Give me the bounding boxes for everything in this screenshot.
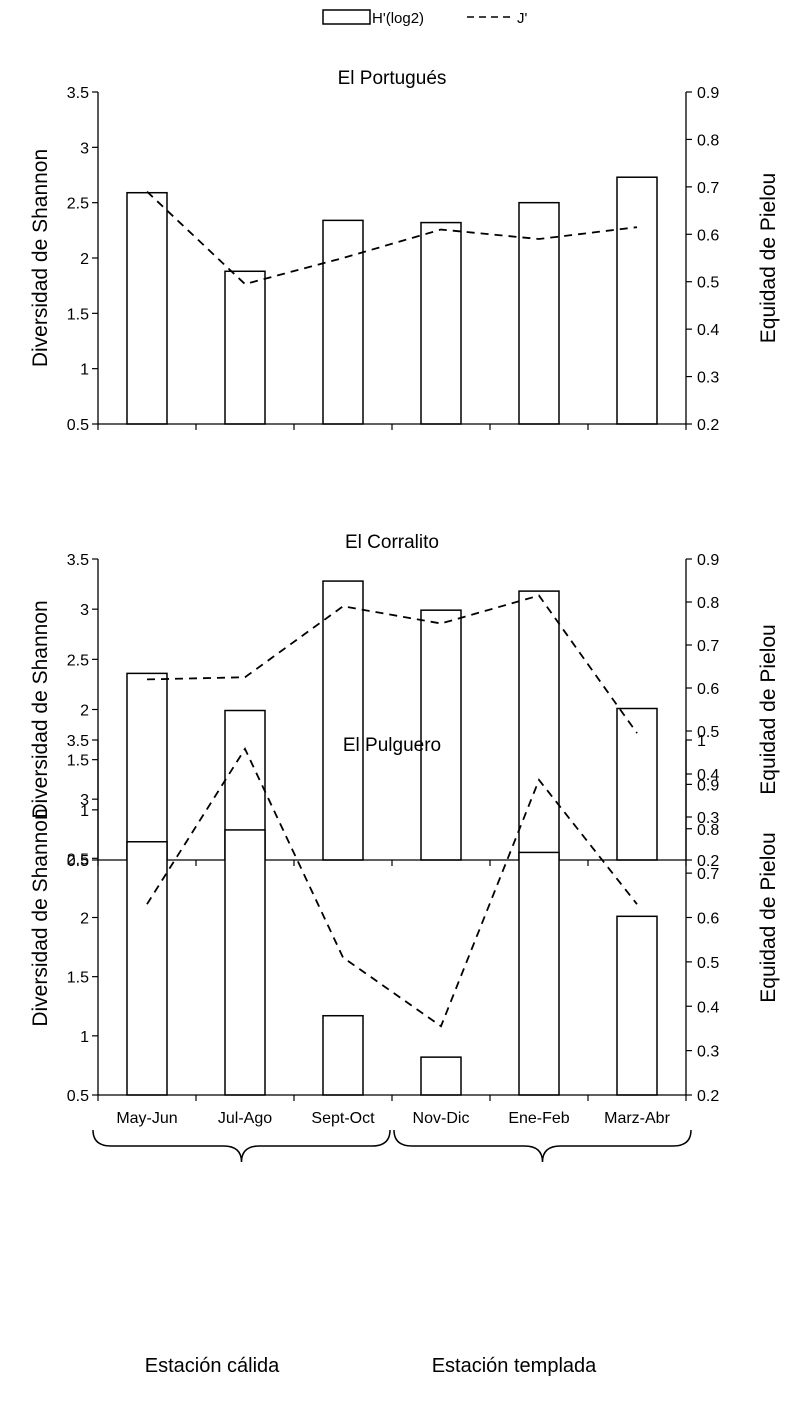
bar	[518, 590, 560, 861]
y-tick-label: 3.5	[67, 733, 89, 750]
bar	[616, 707, 658, 861]
y-tick-label: 3.5	[67, 85, 89, 102]
x-tick-labels: May-Jun Jul-Ago Sept-Oct Nov-Dic Ene-Feb Marz…	[116, 1110, 670, 1127]
y2-tick-label: 0.9	[697, 85, 719, 102]
y-axis-title: Diversidad de Shannon	[29, 600, 52, 818]
y2-tick-label: 0.5	[697, 724, 719, 741]
y2-tick-label: 0.5	[697, 275, 719, 292]
y2-tick-label: 0.9	[697, 777, 719, 794]
season-brace-warm	[92, 1129, 391, 1163]
y-tick-label: 1	[80, 362, 89, 379]
season-brackets: Estación cálida Estación templada	[92, 1129, 692, 1377]
y-tick-label: 1.5	[67, 306, 89, 323]
y2-tick-label: 0.8	[697, 132, 719, 149]
y2-tick-label: 0.8	[697, 822, 719, 839]
chart-panel-1: El Portugués 0.5 1 1.5 2 2.5 3 3.5 0.2 0.3 0.4 0.5 0…	[29, 68, 780, 434]
y-tick-label: 2.5	[67, 851, 89, 868]
bar	[224, 270, 266, 425]
bar	[126, 672, 168, 861]
x-tick-label: Jul-Ago	[218, 1110, 272, 1127]
equity-line	[146, 190, 638, 286]
y-tick-label: 0.5	[67, 1088, 89, 1105]
y2-tick-label: 0.7	[697, 866, 719, 883]
x-tick-label: Nov-Dic	[413, 1110, 470, 1127]
y-tick-label: 3	[80, 792, 89, 809]
y2-tick-label: 0.2	[697, 1088, 719, 1105]
y2-axis-title: Equidad de Pielou	[757, 832, 780, 1002]
bar	[420, 221, 462, 425]
bar	[518, 851, 560, 1096]
chart-panels: El Portugués0.511.522.533.50.20.30.40.50…	[29, 68, 780, 1105]
y-tick-label: 0.5	[67, 853, 89, 870]
y-tick-label: 2	[80, 703, 89, 720]
chart-title: El Portugués	[338, 68, 447, 89]
y2-tick-label: 0.3	[697, 370, 719, 387]
chart-title: El Pulguero	[343, 735, 441, 756]
y2-tick-label: 0.5	[697, 955, 719, 972]
y-tick-label: 2.5	[67, 652, 89, 669]
legend-line-label: J'	[517, 10, 528, 27]
y2-tick-label: 0.8	[697, 595, 719, 612]
x-tick-label: May-Jun	[116, 1110, 177, 1127]
y2-tick-label: 0.2	[697, 853, 719, 870]
y-tick-label: 2	[80, 911, 89, 928]
y2-tick-label: 0.7	[697, 180, 719, 197]
bar	[224, 829, 266, 1096]
bar	[518, 201, 560, 425]
y2-tick-label: 0.3	[697, 1044, 719, 1061]
y2-tick-label: 0.4	[697, 322, 719, 339]
y-tick-label: 1	[80, 803, 89, 820]
bar	[126, 191, 168, 425]
y2-tick-label: 0.6	[697, 911, 719, 928]
chart-title: El Corralito	[345, 532, 439, 553]
bar	[322, 1014, 364, 1096]
legend: H'(log2) J'	[322, 9, 528, 27]
equity-line	[146, 594, 638, 734]
y-tick-label: 3	[80, 140, 89, 157]
y2-tick-label: 1	[697, 733, 706, 750]
y2-tick-label: 0.7	[697, 638, 719, 655]
bar	[420, 1056, 462, 1096]
y-tick-label: 3	[80, 602, 89, 619]
y-tick-label: 0.5	[67, 417, 89, 434]
chart-panel-3: El Pulguero 0.5 1 1.5 2 2.5 3 3.5 0.2 0.3 0.4 0.5 0.…	[29, 733, 780, 1105]
legend-bar-label: H'(log2)	[372, 10, 424, 27]
y2-axis-title: Equidad de Pielou	[757, 624, 780, 794]
y2-axis-title: Equidad de Pielou	[757, 173, 780, 343]
bar	[322, 219, 364, 425]
bar	[420, 609, 462, 861]
y2-tick-label: 0.4	[697, 999, 719, 1016]
y-axis-title: Diversidad de Shannon	[29, 149, 52, 367]
chart-panel-2: El Corralito0.511.522.533.50.20.30.40.50…	[29, 532, 780, 870]
y-tick-label: 1.5	[67, 753, 89, 770]
y-axis-title: Diversidad de Shannon	[29, 808, 52, 1026]
x-tick-label: Sept-Oct	[311, 1110, 375, 1127]
x-tick-label: Ene-Feb	[508, 1110, 569, 1127]
x-tick-label: Marz-Abr	[604, 1110, 670, 1127]
y-tick-label: 1	[80, 1029, 89, 1046]
y2-tick-label: 0.3	[697, 810, 719, 827]
y2-tick-label: 0.9	[697, 552, 719, 569]
bar	[616, 915, 658, 1096]
bar	[322, 580, 364, 861]
season-label-warm: Estación cálida	[145, 1355, 280, 1377]
y2-tick-label: 0.2	[697, 417, 719, 434]
bar	[126, 841, 168, 1096]
y2-tick-label: 0.6	[697, 681, 719, 698]
equity-line	[146, 747, 638, 1028]
y2-tick-label: 0.4	[697, 767, 719, 784]
season-brace-temperate	[393, 1129, 692, 1163]
y-tick-label: 1.5	[67, 970, 89, 987]
y-tick-label: 3.5	[67, 552, 89, 569]
season-label-temperate: Estación templada	[432, 1355, 597, 1377]
y-tick-label: 2	[80, 251, 89, 268]
y2-tick-label: 0.6	[697, 227, 719, 244]
bar	[616, 176, 658, 425]
y-tick-label: 2.5	[67, 196, 89, 213]
legend-bar-swatch	[322, 9, 371, 25]
